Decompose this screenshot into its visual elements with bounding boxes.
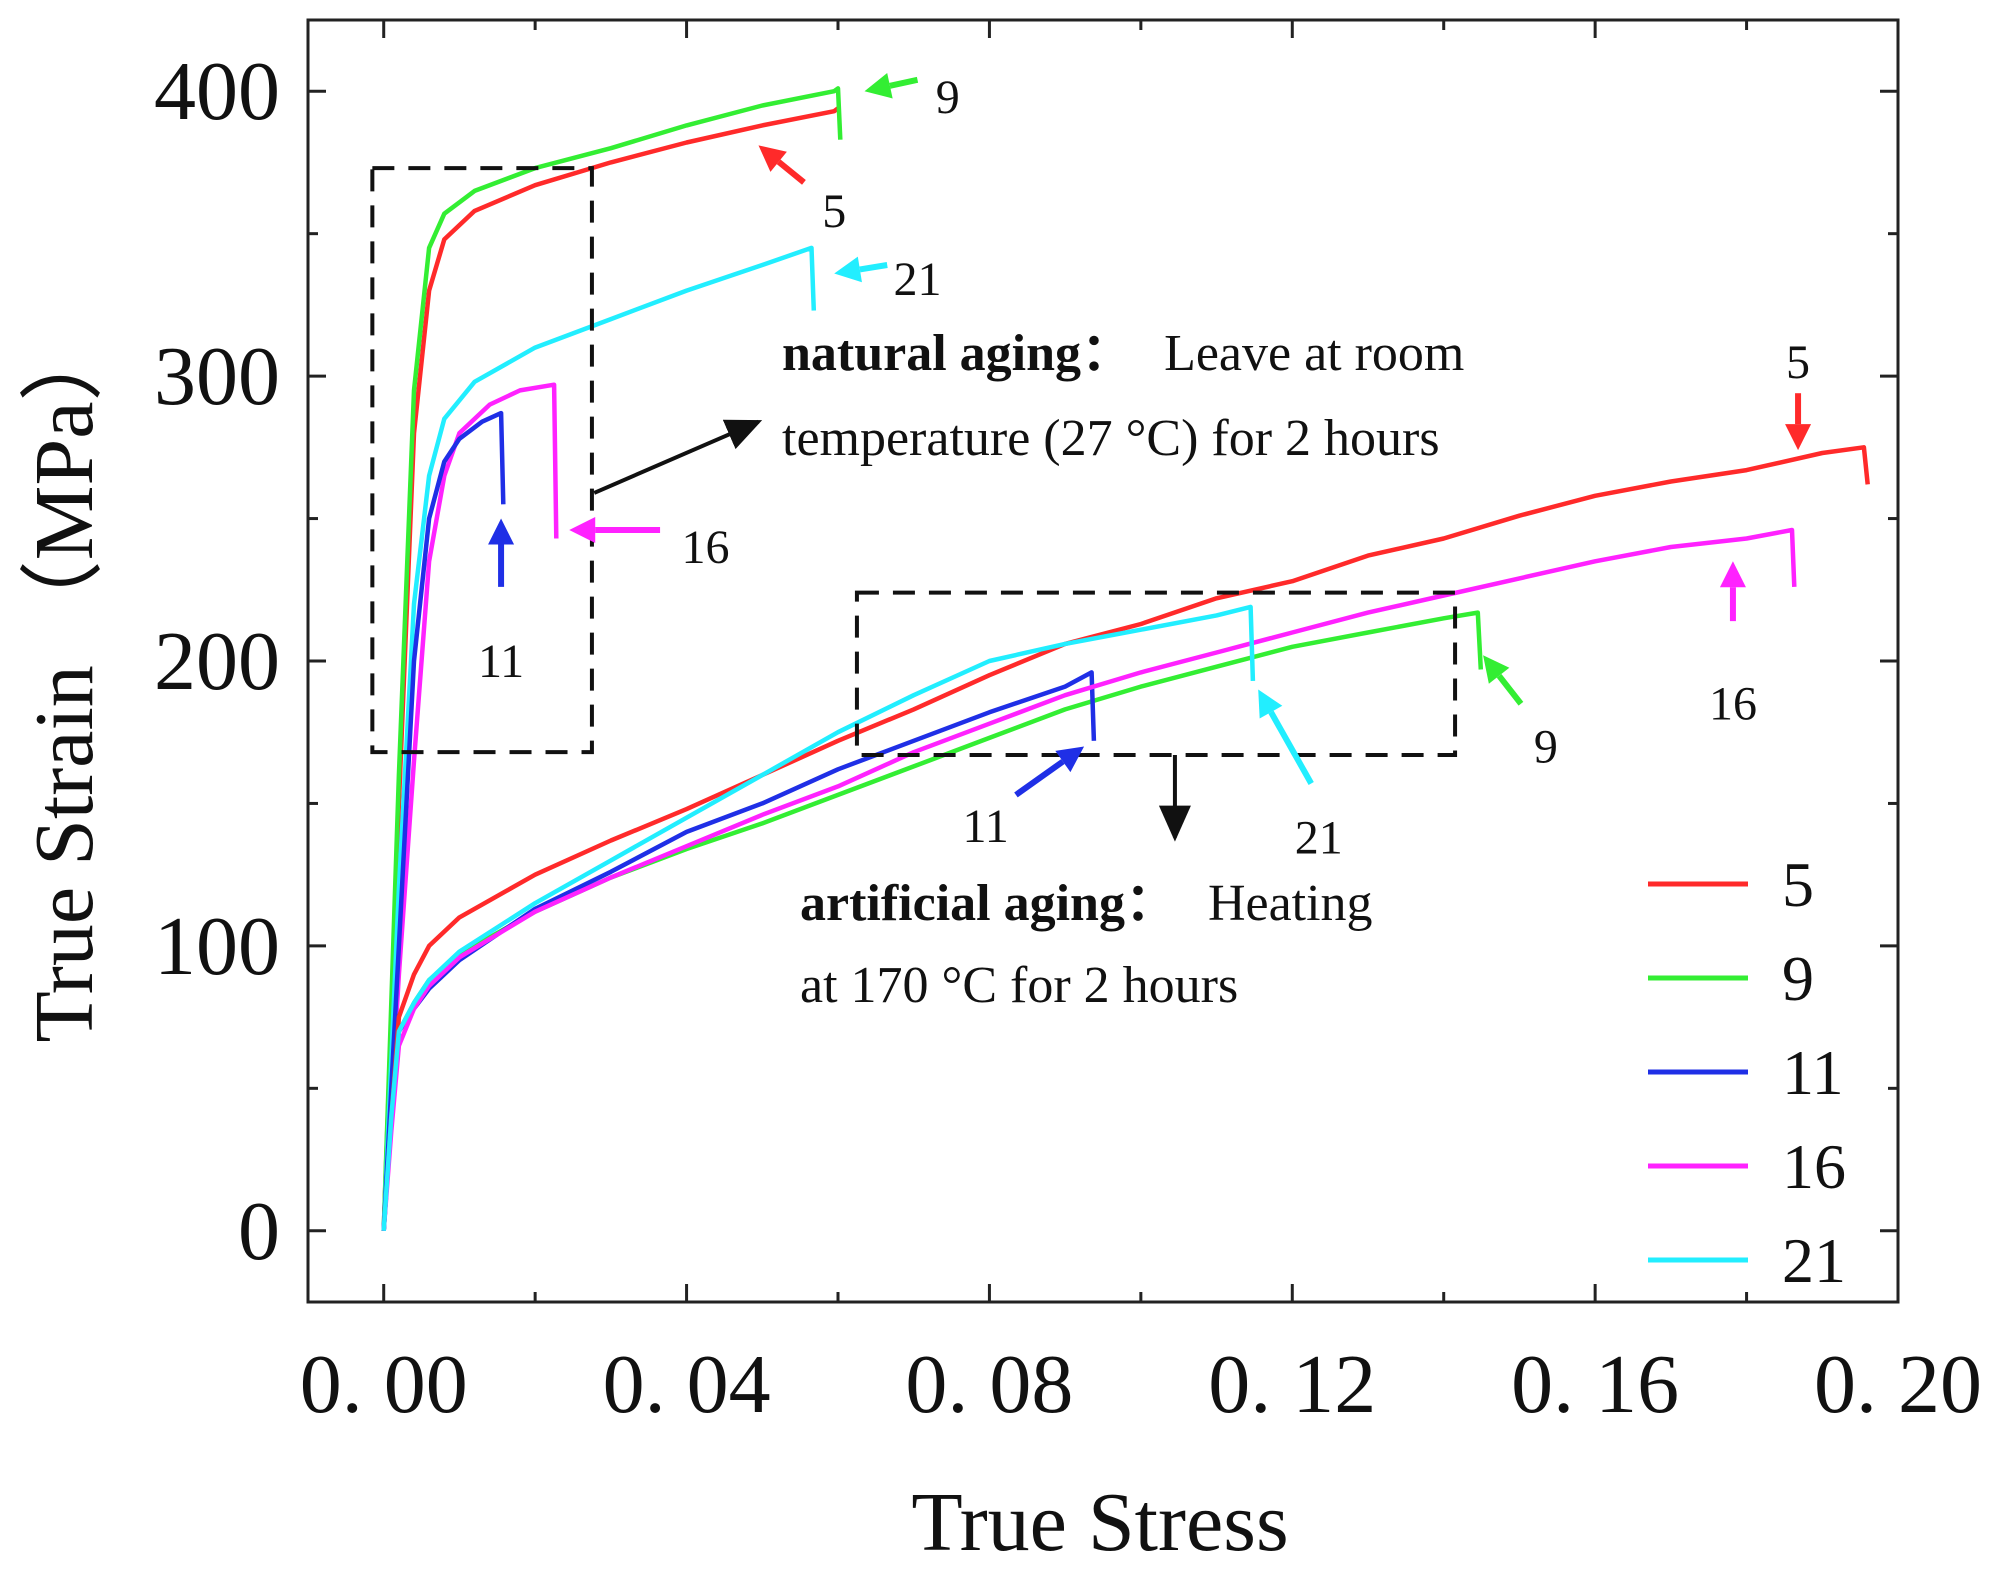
y-tick-label: 200 <box>154 615 280 708</box>
arrow-head-9 <box>1483 655 1510 684</box>
legend-label-21: 21 <box>1782 1225 1846 1296</box>
arrow-head-11 <box>488 518 515 545</box>
natural-aging-annotation-line2: temperature (27 °C) for 2 hours <box>782 410 1440 467</box>
plot-frame <box>306 18 1900 1304</box>
arrow-label-11: 11 <box>478 635 524 688</box>
x-tick-label: 0. 20 <box>1814 1338 1982 1431</box>
arrow-head-9 <box>864 73 893 99</box>
legend: 5 9 11 16 21 <box>1648 849 1846 1296</box>
artificial-aging-annotation-line2: at 170 °C for 2 hours <box>800 957 1238 1014</box>
legend-label-16: 16 <box>1782 1131 1846 1202</box>
x-axis-title: True Stress <box>911 1476 1288 1569</box>
artificial-aging-title: artificial aging： <box>800 875 1177 932</box>
arrow-shaft-9 <box>889 76 919 89</box>
arrow-shaft-11 <box>1014 759 1065 798</box>
arrow-shaft-5 <box>776 159 806 185</box>
arrow-head-21 <box>1258 689 1283 719</box>
arrow-label-16: 16 <box>682 521 730 574</box>
x-tick-label: 0. 00 <box>300 1338 468 1431</box>
y-tick-label: 100 <box>154 900 280 993</box>
arrow-head-5 <box>1785 424 1812 451</box>
artificial-aging-annotation-line1: artificial aging： Heating <box>800 875 1373 932</box>
annotation-boxes <box>370 166 1458 842</box>
arrow-head-21 <box>834 256 862 283</box>
series-line-21-artificial <box>381 604 1256 1231</box>
x-tick-label: 0. 16 <box>1511 1338 1679 1431</box>
series-line-5-artificial <box>381 445 1870 1231</box>
series-line-5-natural <box>381 106 840 1231</box>
arrow-head-11 <box>1055 746 1085 773</box>
pointer-arrow-natural <box>593 419 763 495</box>
arrow-head-16 <box>1719 561 1746 588</box>
legend-label-5: 5 <box>1782 849 1814 920</box>
arrow-label-21: 21 <box>1295 812 1343 865</box>
arrow-label-9: 9 <box>1534 720 1558 773</box>
arrow-shaft-9 <box>1496 673 1524 706</box>
series-lines <box>381 86 1870 1231</box>
artificial-aging-desc1: Heating <box>1208 875 1373 932</box>
natural-aging-desc1: Leave at room <box>1164 325 1464 382</box>
y-tick-label: 400 <box>154 45 280 138</box>
series-line-16-artificial <box>381 527 1797 1231</box>
series-line-21-natural <box>381 245 817 1231</box>
artificial-aging-box <box>854 590 1458 758</box>
natural-aging-title: natural aging： <box>782 325 1133 382</box>
arrow-head-5 <box>758 145 787 172</box>
natural-aging-annotation-line1: natural aging： Leave at room <box>782 325 1464 382</box>
arrow-label-11: 11 <box>963 800 1009 853</box>
arrow-labels: 9 5 21 16 11 5 16 9 11 21 <box>478 71 1812 865</box>
plot-area <box>306 18 1900 1304</box>
legend-label-9: 9 <box>1782 943 1814 1014</box>
axis-ticks: 0. 00 0. 04 0. 08 0. 12 0. 16 0. 20 0 100 200 300… <box>154 20 1982 1431</box>
y-axis-title: True Strain （MPa） <box>18 318 111 1043</box>
series-line-16-natural <box>381 382 559 1231</box>
arrow-shaft-21 <box>1268 710 1314 785</box>
arrow-label-21: 21 <box>894 253 942 306</box>
x-tick-label: 0. 12 <box>1208 1338 1376 1431</box>
y-tick-label: 300 <box>154 330 280 423</box>
series-line-11-natural <box>381 410 506 1231</box>
arrow-label-5: 5 <box>1786 336 1810 389</box>
x-tick-label: 0. 04 <box>603 1338 771 1431</box>
x-tick-label: 0. 08 <box>905 1338 1073 1431</box>
arrow-label-5: 5 <box>822 185 846 238</box>
y-tick-label: 0 <box>238 1185 280 1278</box>
arrow-head-16 <box>569 516 596 543</box>
legend-label-11: 11 <box>1782 1037 1844 1108</box>
arrow-label-9: 9 <box>936 71 960 124</box>
natural-aging-box <box>370 166 594 755</box>
arrow-label-16: 16 <box>1709 678 1757 731</box>
arrow-shaft-21 <box>859 262 888 273</box>
